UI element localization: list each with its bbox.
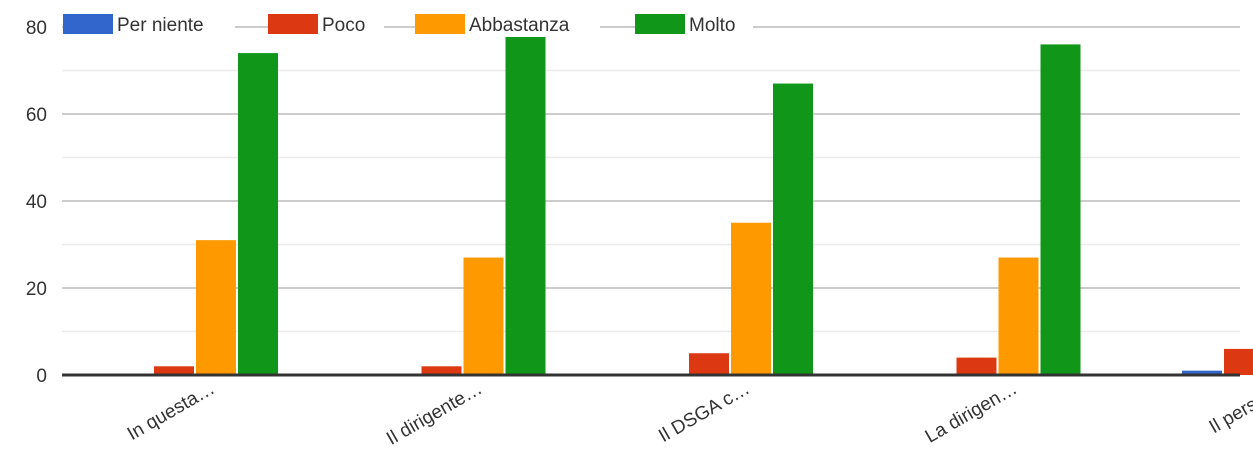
bar <box>1182 370 1222 375</box>
category-label: Il dirigente… <box>383 378 486 450</box>
legend-label-backdrop <box>318 13 384 37</box>
bar <box>1224 348 1253 375</box>
category-label: In questa… <box>124 378 219 445</box>
bar <box>238 53 278 375</box>
category-label: La dirigen… <box>922 378 1021 447</box>
bar <box>154 366 194 375</box>
bar <box>463 257 504 375</box>
bar <box>731 222 771 375</box>
legend-swatch <box>635 14 685 34</box>
y-tick-label: 20 <box>26 279 47 300</box>
legend-label-backdrop <box>465 13 600 37</box>
legend-label-backdrop <box>113 13 235 37</box>
legend-label-backdrop <box>685 13 753 37</box>
y-axis-ticks: 0 20 40 60 80 <box>26 18 47 387</box>
legend: Per niente Poco Abbastanza Molto <box>63 13 753 37</box>
y-tick-label: 60 <box>26 105 47 126</box>
legend-label: Poco <box>322 15 365 36</box>
bar <box>998 257 1039 375</box>
category-label: Il DSGA c… <box>655 378 753 447</box>
legend-label: Per niente <box>117 15 204 36</box>
bar <box>956 357 997 375</box>
category-label: Il persona <box>1206 378 1253 438</box>
y-tick-label: 80 <box>26 18 47 39</box>
x-axis-category-labels: In questa… Il dirigente… Il DSGA c… La diri… <box>124 378 1253 450</box>
legend-label: Molto <box>689 15 735 36</box>
legend-label: Abbastanza <box>469 15 570 36</box>
legend-swatch <box>415 14 465 34</box>
bar <box>196 240 236 375</box>
y-tick-label: 0 <box>36 366 47 387</box>
bars <box>154 35 1253 376</box>
legend-swatch <box>63 14 113 34</box>
bar <box>773 83 813 376</box>
bar <box>505 35 546 375</box>
legend-swatch <box>268 14 318 34</box>
bar <box>1040 44 1081 376</box>
bar <box>689 353 729 375</box>
bar <box>421 366 462 375</box>
y-tick-label: 40 <box>26 192 47 213</box>
